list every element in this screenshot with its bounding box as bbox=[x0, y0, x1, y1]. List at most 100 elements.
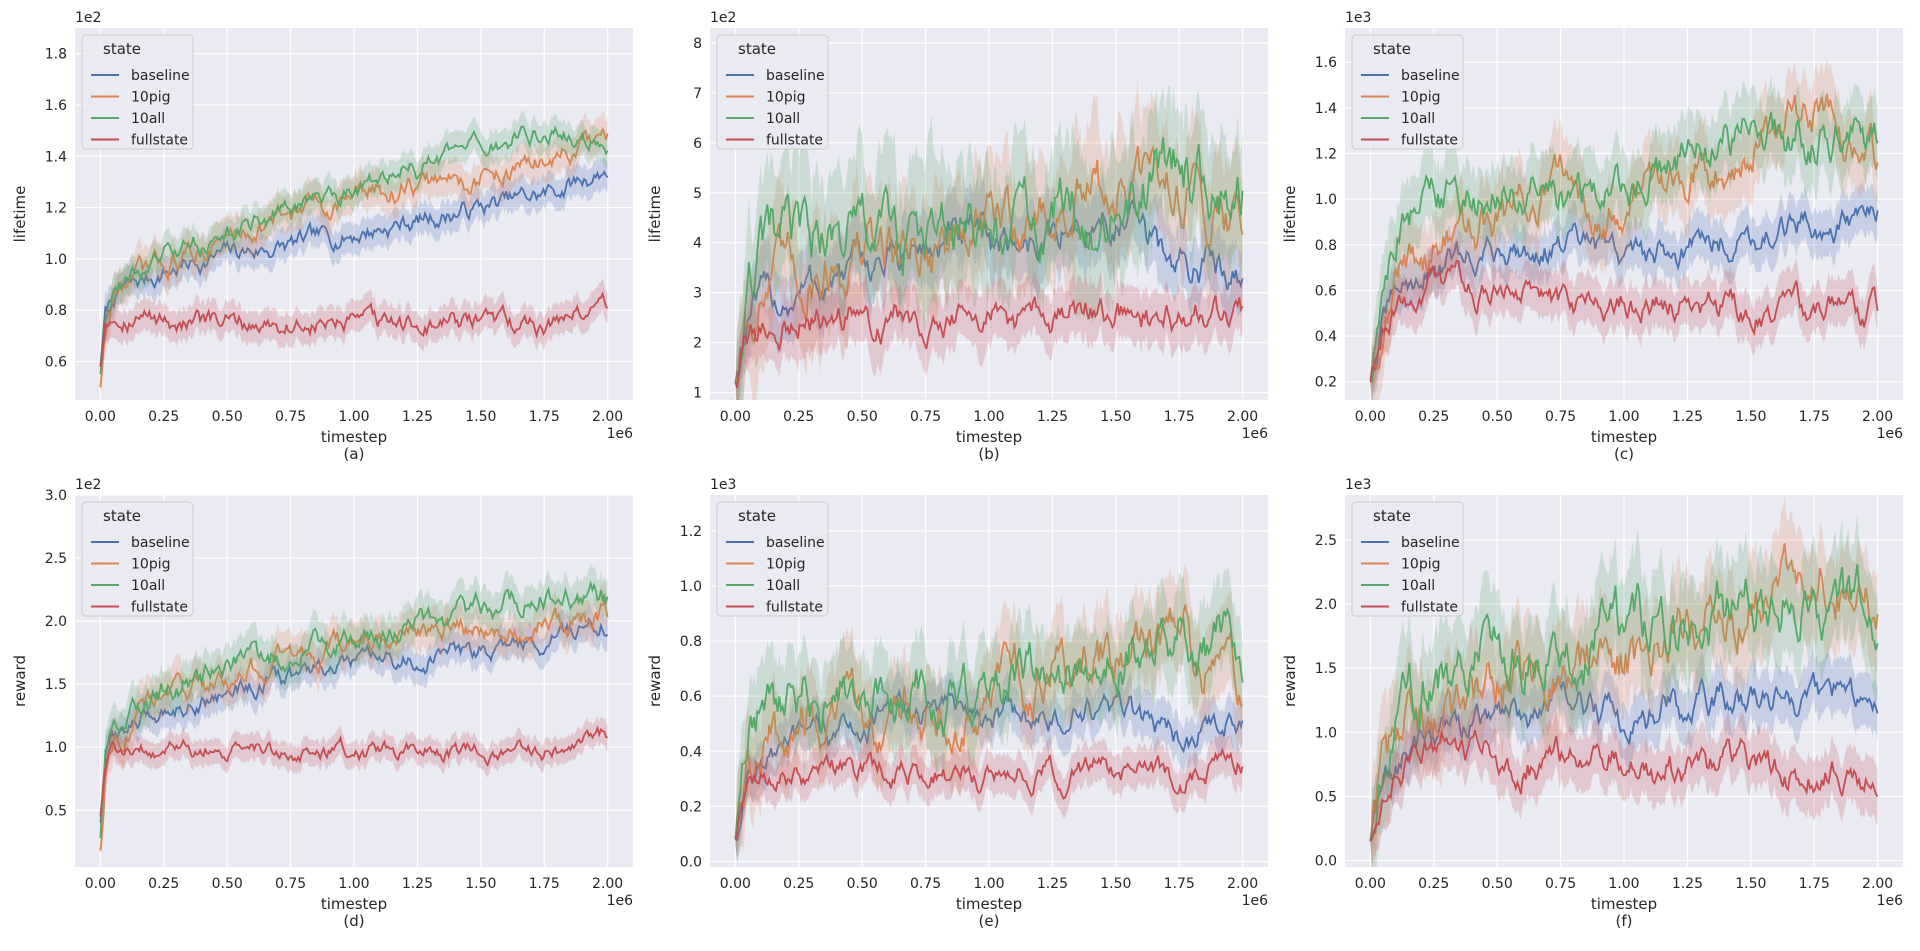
legend-entry-10all: 10all bbox=[766, 578, 800, 594]
y-tick-label: 0.0 bbox=[1315, 854, 1337, 870]
chart-panel-e: 0.00 0.25 0.50 0.75 1.00 1.25 1.50 1.75 2.00 0.0 0… bbox=[646, 477, 1268, 930]
x-tick-label: 0.25 bbox=[1418, 409, 1449, 425]
legend: state baseline 10pig 10all fullstate bbox=[1351, 501, 1464, 617]
y-tick-label: 0.4 bbox=[1315, 329, 1337, 345]
x-axis-label: timestep bbox=[1591, 895, 1657, 913]
y-offset-text: 1e3 bbox=[1345, 10, 1371, 26]
series-line-10all bbox=[1369, 564, 1879, 842]
x-tick-label: 1.00 bbox=[1608, 409, 1639, 425]
legend-entry-baseline: baseline bbox=[766, 68, 825, 84]
series-line-baseline bbox=[99, 170, 609, 367]
y-tick-label: 6 bbox=[693, 136, 702, 152]
x-tick-label: 0.00 bbox=[720, 876, 751, 892]
x-tick-label: 0.25 bbox=[783, 876, 814, 892]
legend-box bbox=[1351, 34, 1464, 150]
x-tick-label: 0.25 bbox=[783, 409, 814, 425]
series-line-10pig bbox=[1370, 93, 1879, 384]
y-tick-label: 8 bbox=[693, 36, 702, 52]
x-tick-label: 2.00 bbox=[592, 409, 623, 425]
y-tick-label: 0.2 bbox=[680, 799, 702, 815]
y-tick-label: 0.8 bbox=[45, 303, 67, 319]
legend-entry-fullstate: fullstate bbox=[1401, 600, 1458, 616]
legend: state baseline 10pig 10all fullstate bbox=[81, 501, 194, 617]
series-band-10pig bbox=[735, 78, 1243, 400]
x-tick-label: 0.50 bbox=[847, 876, 878, 892]
x-tick-label: 1.75 bbox=[529, 409, 560, 425]
series-line-10all bbox=[734, 606, 1244, 840]
x-tick-label: 1.25 bbox=[402, 409, 433, 425]
series-band-fullstate bbox=[100, 715, 608, 820]
series-group bbox=[734, 562, 1244, 864]
x-tick-label: 1.25 bbox=[1672, 409, 1703, 425]
legend: state baseline 10pig 10all fullstate bbox=[1351, 34, 1464, 150]
chart-panel-b: 0.00 0.25 0.50 0.75 1.00 1.25 1.50 1.75 2.00 1 2 3 4… bbox=[646, 10, 1268, 463]
legend-entry-10pig: 10pig bbox=[131, 90, 170, 106]
x-tick-label: 1.75 bbox=[1799, 876, 1830, 892]
legend-entry-fullstate: fullstate bbox=[766, 600, 823, 616]
legend: state baseline 10pig 10all fullstate bbox=[81, 34, 194, 150]
series-band-fullstate bbox=[1370, 237, 1878, 392]
series-group bbox=[1369, 57, 1879, 400]
legend-box bbox=[1351, 501, 1464, 617]
y-tick-label: 0.5 bbox=[1315, 789, 1337, 805]
y-tick-label: 1.0 bbox=[45, 740, 67, 756]
y-tick-label: 3 bbox=[693, 286, 702, 302]
series-line-10pig bbox=[1369, 543, 1879, 842]
x-tick-label: 0.50 bbox=[1482, 409, 1513, 425]
series-line-baseline bbox=[1369, 672, 1879, 842]
y-axis-label: reward bbox=[646, 655, 664, 707]
series-band-10all bbox=[1370, 75, 1878, 400]
legend-entry-fullstate: fullstate bbox=[131, 600, 188, 616]
panel-label: (a) bbox=[344, 445, 365, 463]
x-tick-label: 0.00 bbox=[1355, 409, 1386, 425]
y-axis-label: lifetime bbox=[11, 186, 29, 243]
y-tick-label: 1.4 bbox=[45, 149, 67, 165]
series-group bbox=[1369, 495, 1879, 867]
series-line-fullstate bbox=[99, 290, 609, 367]
legend-entry-fullstate: fullstate bbox=[1401, 133, 1458, 149]
x-tick-label: 1.00 bbox=[338, 876, 369, 892]
x-tick-label: 1.75 bbox=[529, 876, 560, 892]
y-tick-label: 0.8 bbox=[1315, 238, 1337, 254]
y-tick-label: 1.0 bbox=[45, 252, 67, 268]
y-tick-label: 0.6 bbox=[1315, 283, 1337, 299]
x-tick-label: 0.00 bbox=[720, 409, 751, 425]
x-tick-label: 0.00 bbox=[1355, 876, 1386, 892]
x-tick-label: 1.75 bbox=[1164, 409, 1195, 425]
y-tick-label: 2.5 bbox=[45, 551, 67, 567]
x-tick-label: 0.25 bbox=[1418, 876, 1449, 892]
x-tick-label: 1.50 bbox=[465, 876, 496, 892]
x-axis-label: timestep bbox=[321, 428, 387, 446]
x-tick-label: 1.00 bbox=[973, 409, 1004, 425]
legend-entry-fullstate: fullstate bbox=[766, 133, 823, 149]
x-offset-text: 1e6 bbox=[1242, 893, 1269, 909]
y-axis-label: reward bbox=[11, 655, 29, 707]
legend-entry-10pig: 10pig bbox=[1401, 557, 1440, 573]
legend-title: state bbox=[1373, 40, 1411, 58]
y-tick-label: 2.5 bbox=[1315, 533, 1337, 549]
legend-box bbox=[716, 34, 829, 150]
y-tick-label: 1.0 bbox=[680, 579, 702, 595]
legend-entry-baseline: baseline bbox=[131, 535, 190, 551]
y-offset-text: 1e2 bbox=[75, 10, 101, 26]
y-tick-label: 2.0 bbox=[1315, 597, 1337, 613]
x-tick-label: 2.00 bbox=[1862, 876, 1893, 892]
y-axis-label: lifetime bbox=[1281, 186, 1299, 243]
y-tick-label: 1.4 bbox=[1315, 101, 1337, 117]
legend-entry-10all: 10all bbox=[1401, 111, 1435, 127]
legend-entry-baseline: baseline bbox=[1401, 535, 1460, 551]
x-tick-label: 0.50 bbox=[847, 409, 878, 425]
y-tick-label: 1.5 bbox=[1315, 661, 1337, 677]
x-tick-label: 1.50 bbox=[1100, 409, 1131, 425]
series-group bbox=[99, 562, 609, 854]
y-tick-label: 1.2 bbox=[680, 524, 702, 540]
chart-panel-c: 0.00 0.25 0.50 0.75 1.00 1.25 1.50 1.75 2.00 0.2 0… bbox=[1281, 10, 1903, 463]
legend-entry-10all: 10all bbox=[131, 578, 165, 594]
legend-entry-baseline: baseline bbox=[766, 535, 825, 551]
x-tick-label: 1.50 bbox=[1735, 409, 1766, 425]
series-line-baseline bbox=[99, 616, 609, 823]
series-line-baseline bbox=[735, 688, 1244, 842]
series-line-fullstate bbox=[734, 747, 1244, 840]
x-tick-label: 1.25 bbox=[1037, 409, 1068, 425]
